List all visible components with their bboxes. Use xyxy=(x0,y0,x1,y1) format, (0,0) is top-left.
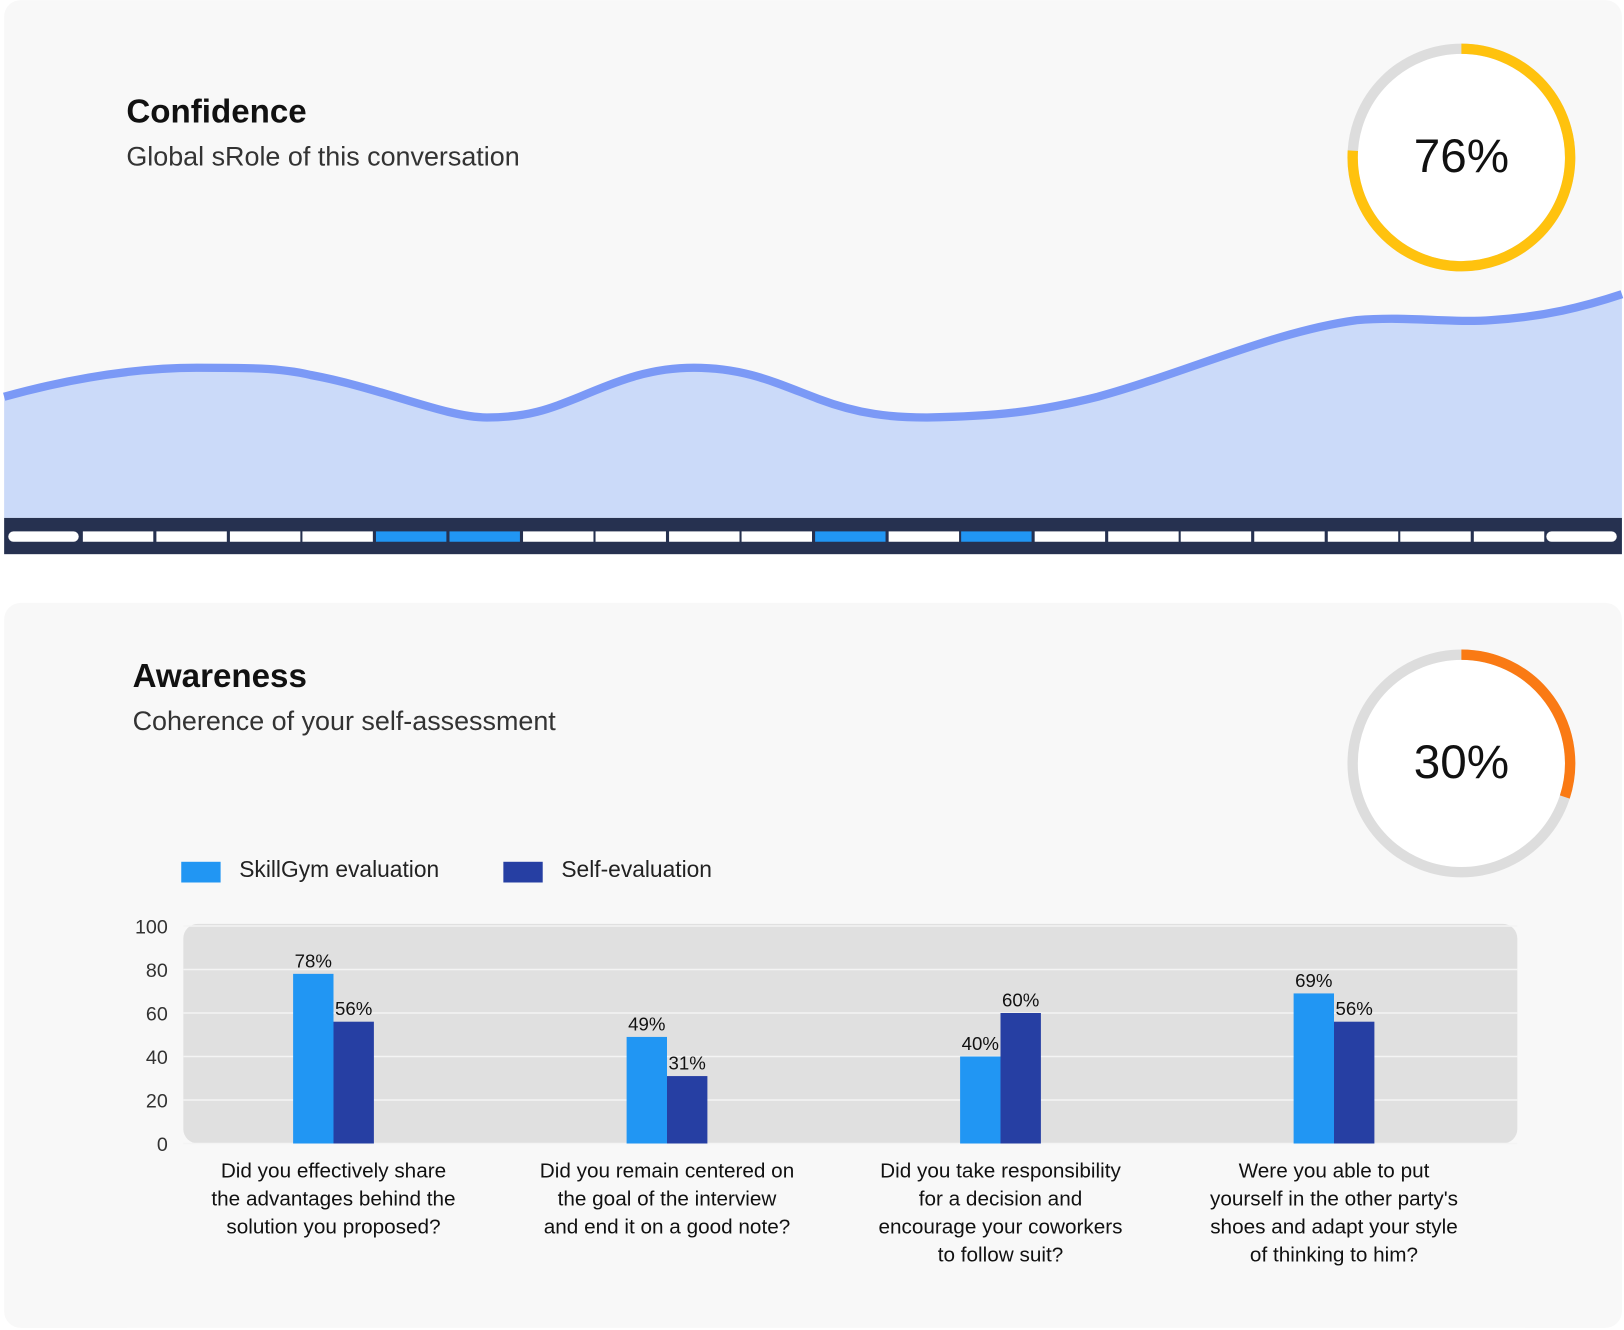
segment xyxy=(375,531,447,542)
value-label: 40% xyxy=(962,1033,999,1054)
segment xyxy=(302,531,373,542)
plot-area xyxy=(183,923,1518,1144)
segment xyxy=(82,531,154,542)
y-tick-label: 20 xyxy=(146,1090,168,1112)
gauge-label: 76% xyxy=(1414,130,1509,183)
legend-swatch xyxy=(181,861,221,883)
x-label-box: Did you effectively share the advantages… xyxy=(211,1160,456,1239)
bar xyxy=(960,1056,1001,1144)
confidence-line xyxy=(3,290,1624,422)
x-tick-label: Did you remain centered on the goal of t… xyxy=(539,1160,795,1239)
legend-label: SkillGym evaluation xyxy=(239,856,439,882)
confidence-area xyxy=(4,294,1622,518)
card-title: Confidence xyxy=(126,94,306,131)
segment xyxy=(741,531,812,542)
y-tick-label: 100 xyxy=(135,916,168,938)
bar xyxy=(1334,1021,1375,1144)
segment xyxy=(449,531,520,542)
value-label: 78% xyxy=(295,950,332,971)
value-label: 56% xyxy=(335,998,372,1019)
segment xyxy=(961,531,1032,542)
segment xyxy=(595,531,666,542)
segment xyxy=(523,531,594,542)
segment xyxy=(1180,531,1252,542)
segment xyxy=(888,531,960,542)
segment xyxy=(1108,531,1179,542)
bar xyxy=(333,1021,374,1144)
segment xyxy=(669,531,740,542)
value-label: 31% xyxy=(669,1053,706,1074)
value-label: 49% xyxy=(628,1013,665,1034)
legend-swatch xyxy=(503,861,543,883)
segment xyxy=(1254,531,1325,542)
gauge-arc xyxy=(1461,649,1576,799)
value-label: 60% xyxy=(1002,990,1039,1011)
x-tick-label: Did you take responsibility for a decisi… xyxy=(878,1160,1123,1267)
gauge-label: 30% xyxy=(1414,736,1509,789)
value-label: 69% xyxy=(1295,970,1332,991)
x-tick-label: Were you able to put yourself in the oth… xyxy=(1209,1160,1459,1267)
bar xyxy=(1293,993,1334,1144)
segment xyxy=(1327,531,1399,542)
x-label-box: Were you able to put yourself in the oth… xyxy=(1209,1160,1459,1267)
card-subtitle: Global sRole of this conversation xyxy=(126,142,519,172)
bar xyxy=(293,973,334,1144)
legend-label: Self-evaluation xyxy=(561,856,712,882)
card-subtitle: Coherence of your self-assessment xyxy=(133,706,557,736)
segment xyxy=(1400,531,1471,542)
segment xyxy=(815,531,886,542)
y-tick-label: 80 xyxy=(146,960,168,982)
segment xyxy=(8,531,79,542)
bar xyxy=(626,1036,667,1144)
segment xyxy=(1546,531,1617,542)
segment xyxy=(229,531,301,542)
x-tick-label: Did you effectively share the advantages… xyxy=(211,1160,456,1239)
y-tick-label: 0 xyxy=(157,1134,168,1156)
bar xyxy=(667,1076,708,1144)
segment xyxy=(1473,531,1545,542)
timeline-segments xyxy=(8,531,1617,542)
x-label-box: Did you take responsibility for a decisi… xyxy=(878,1160,1123,1267)
y-tick-label: 60 xyxy=(146,1003,168,1025)
gauge-arc xyxy=(1347,43,1576,272)
card-title: Awareness xyxy=(133,658,307,695)
bar xyxy=(1000,1013,1041,1144)
segment xyxy=(156,531,227,542)
value-label: 56% xyxy=(1336,998,1373,1019)
segment xyxy=(1034,531,1106,542)
y-tick-label: 40 xyxy=(146,1047,168,1069)
x-label-box: Did you remain centered on the goal of t… xyxy=(539,1160,795,1239)
